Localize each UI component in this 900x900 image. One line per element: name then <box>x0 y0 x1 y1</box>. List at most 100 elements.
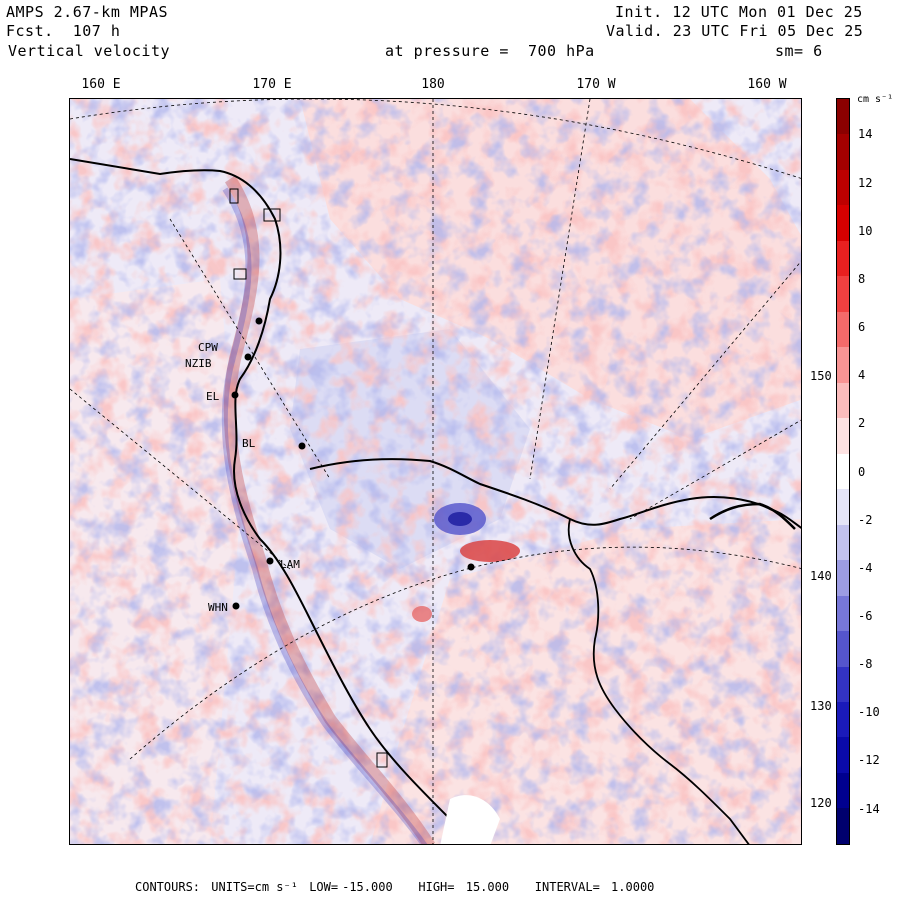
colorbar-tick-label: -2 <box>858 512 873 527</box>
colorbar-tick-label: 10 <box>858 223 873 238</box>
model-title: AMPS 2.67-km MPAS <box>6 3 169 21</box>
colorbar-tick-label: 12 <box>858 175 873 190</box>
colorbar-segment <box>837 99 849 135</box>
colorbar-tick-label: 8 <box>858 271 866 286</box>
station-dot-lam[interactable] <box>266 557 274 565</box>
lon-label-170w: 170 W <box>576 77 616 92</box>
forecast-label: Fcst. <box>6 22 54 40</box>
contour-interval-label: INTERVAL= <box>534 880 600 894</box>
colorbar-segment <box>837 524 849 561</box>
meridian-160e <box>70 388 291 570</box>
blue-texture <box>70 99 801 844</box>
init-label: Init. <box>615 3 663 21</box>
colorbar-segment <box>837 240 849 277</box>
colorbar-segment <box>837 772 849 809</box>
station-dot-bl[interactable] <box>298 442 306 450</box>
colorbar-units: cm s⁻¹ <box>857 94 894 105</box>
colorbar-segment <box>837 311 849 348</box>
colorbar-segment <box>837 489 849 525</box>
colorbar-segment <box>837 560 849 596</box>
pressure-level: at pressure = 700 hPa <box>385 43 595 60</box>
station-label-bl: BL <box>242 437 256 450</box>
grid-marker-1 <box>229 188 239 204</box>
colorbar-segment <box>837 701 849 738</box>
lon-label-170e: 170 E <box>252 77 292 92</box>
valid-label: Valid. <box>606 22 664 40</box>
colorbar-segment <box>837 666 849 702</box>
updraft-small <box>412 606 432 622</box>
station-label-cpw: CPW <box>198 341 218 354</box>
contour-low-value: -15.000 <box>342 880 393 894</box>
colorbar-segment <box>837 134 849 170</box>
colorbar-segment <box>837 631 849 667</box>
colorbar-tick-label: -14 <box>858 801 880 816</box>
grid-marker-3 <box>233 268 247 280</box>
marie-byrd-coast <box>709 502 796 530</box>
downdraft-center <box>448 512 472 526</box>
contour-high-label: HIGH= <box>418 880 455 894</box>
colorbar <box>836 98 850 845</box>
station-label-nzib: NZIB <box>185 357 212 370</box>
colorbar-tick-label: 14 <box>858 127 873 142</box>
colorbar-tick-label: 2 <box>858 416 866 431</box>
station-dot-cpw[interactable] <box>255 317 263 325</box>
meridian-170e <box>169 218 331 480</box>
init-time: Init. 12 UTC Mon 01 Dec 25 <box>615 4 863 21</box>
colorbar-segment <box>837 453 849 490</box>
colorbar-tick-label: -10 <box>858 705 880 720</box>
smoothing-value: sm= 6 <box>775 42 823 60</box>
colorbar-segment <box>837 276 849 312</box>
lon-label-160e: 160 E <box>81 77 121 92</box>
lat-circle-1 <box>70 99 801 179</box>
coastline-east <box>567 518 750 844</box>
lon-label-180: 180 <box>421 77 445 92</box>
colorbar-segment <box>837 595 849 632</box>
colorbar-segment <box>837 169 849 206</box>
level-label: at pressure = <box>385 42 509 60</box>
contour-high-value: 15.000 <box>465 880 510 894</box>
contour-heading: CONTOURS: <box>135 880 201 894</box>
meridian-170w <box>529 99 591 480</box>
contour-info: CONTOURS: UNITS=cm s⁻¹ LOW= -15.000 HIGH=… <box>135 880 658 894</box>
terrain-band-blue <box>221 187 428 844</box>
forecast-hours: Fcst. 107 h <box>6 23 120 40</box>
grid-marker-4 <box>376 752 388 768</box>
colorbar-segment <box>837 808 849 844</box>
colorbar-tick-label: 6 <box>858 320 866 335</box>
meridian-160w <box>609 260 801 490</box>
contour-low-label: LOW= <box>309 880 339 894</box>
contour-interval-value: 1.0000 <box>611 880 655 894</box>
terrain-band-red <box>223 175 436 844</box>
station-label-whn: WHN <box>208 601 228 614</box>
level-value: 700 hPa <box>527 42 595 60</box>
contour-units: UNITS=cm s⁻¹ <box>211 880 298 894</box>
colorbar-segment <box>837 205 849 241</box>
station-label-el: EL <box>206 390 220 403</box>
colorbar-tick-label: -4 <box>858 560 873 575</box>
station-dot-el[interactable] <box>231 391 239 399</box>
colorbar-segment <box>837 737 849 773</box>
map-canvas <box>70 99 801 844</box>
colorbar-segment <box>837 418 849 454</box>
colorbar-tick-label: 0 <box>858 464 866 479</box>
colorbar-tick-label: -8 <box>858 657 873 672</box>
init-value: 12 UTC Mon 01 Dec 25 <box>672 3 863 21</box>
field-name: Vertical velocity <box>8 42 171 60</box>
lon-label-160w: 160 W <box>747 77 787 92</box>
forecast-value: 107 h <box>72 22 121 40</box>
colorbar-tick-label: -6 <box>858 608 873 623</box>
no-data-region <box>440 795 500 844</box>
grid-marker-2 <box>263 208 281 222</box>
map-panel[interactable]: CPW NZIB BL LAM WHN EL <box>69 98 802 845</box>
valid-value: 23 UTC Fri 05 Dec 25 <box>672 22 864 40</box>
colorbar-tick-label: -12 <box>858 753 880 768</box>
station-dot-nzib[interactable] <box>244 353 252 361</box>
updraft-core <box>460 540 520 562</box>
colorbar-tick-label: 4 <box>858 368 866 383</box>
colorbar-segment <box>837 382 849 419</box>
station-dot-centre[interactable] <box>467 563 475 571</box>
valid-time: Valid. 23 UTC Fri 05 Dec 25 <box>606 23 863 40</box>
station-label-lam: LAM <box>280 558 300 571</box>
station-dot-whn[interactable] <box>232 602 240 610</box>
colorbar-segment <box>837 347 849 383</box>
